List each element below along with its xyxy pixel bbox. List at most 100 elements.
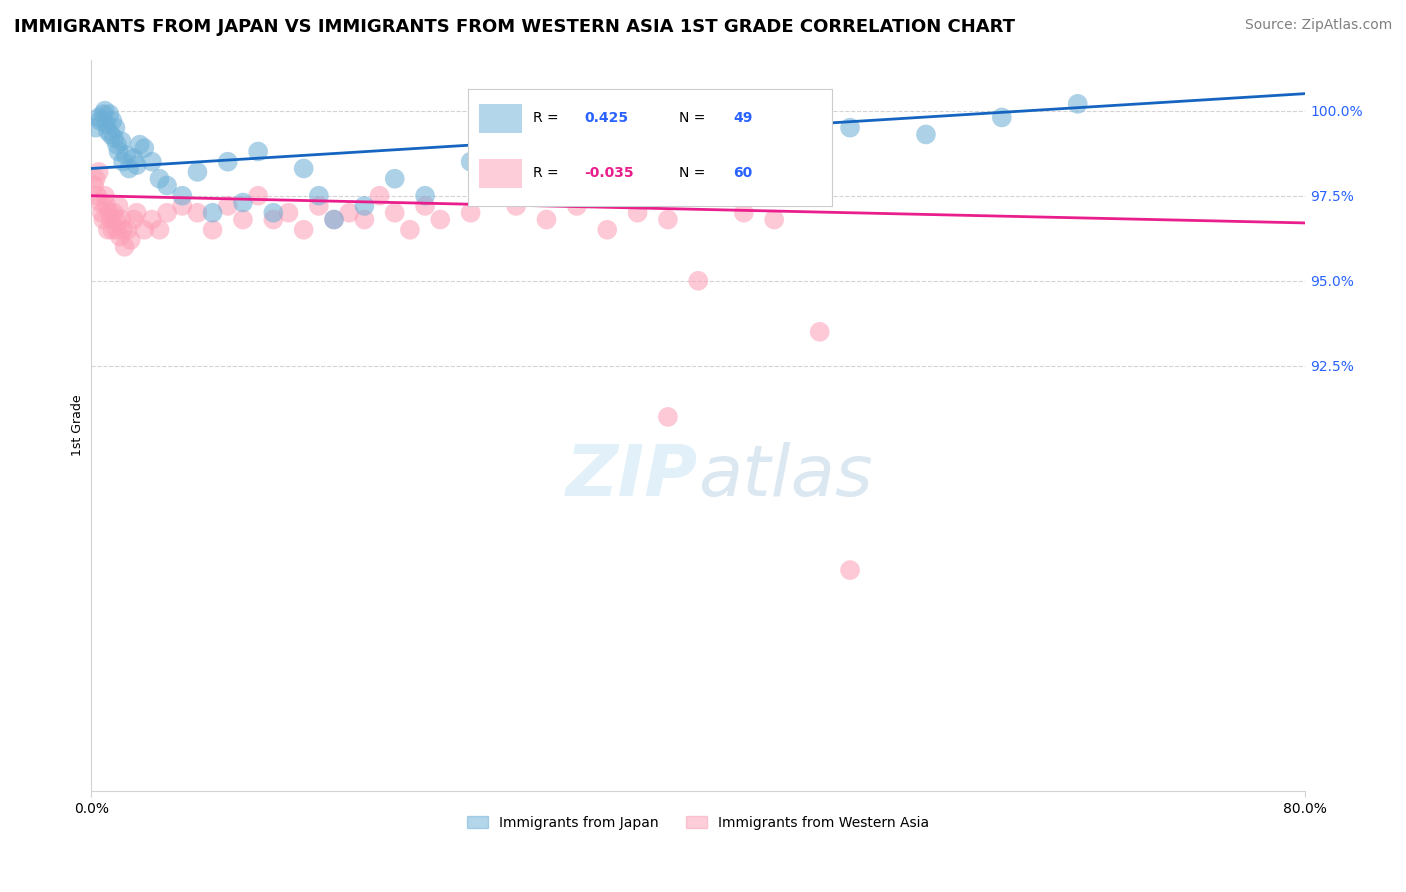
Point	[808, 325, 831, 339]
Point	[657, 212, 679, 227]
Point	[87, 111, 110, 125]
Point	[84, 120, 107, 135]
Point	[112, 154, 135, 169]
Point	[308, 199, 330, 213]
Point	[148, 171, 170, 186]
Point	[104, 120, 127, 135]
Point	[1067, 96, 1090, 111]
Point	[117, 223, 139, 237]
Point	[323, 212, 346, 227]
Point	[565, 199, 588, 213]
Point	[201, 205, 224, 219]
Point	[688, 274, 710, 288]
Point	[323, 212, 346, 227]
Y-axis label: 1st Grade: 1st Grade	[72, 394, 84, 456]
Point	[104, 212, 127, 227]
Text: IMMIGRANTS FROM JAPAN VS IMMIGRANTS FROM WESTERN ASIA 1ST GRADE CORRELATION CHAR: IMMIGRANTS FROM JAPAN VS IMMIGRANTS FROM…	[14, 18, 1015, 36]
Point	[399, 223, 422, 237]
Point	[217, 199, 239, 213]
Text: atlas: atlas	[699, 442, 873, 511]
Point	[991, 111, 1014, 125]
Point	[125, 158, 148, 172]
Point	[122, 212, 145, 227]
Point	[460, 154, 482, 169]
Point	[94, 188, 117, 202]
Point	[141, 154, 163, 169]
Point	[114, 240, 136, 254]
Point	[460, 205, 482, 219]
Point	[101, 223, 124, 237]
Point	[915, 128, 938, 142]
Point	[413, 199, 436, 213]
Point	[107, 199, 129, 213]
Point	[232, 212, 254, 227]
Point	[763, 137, 786, 152]
Point	[118, 161, 141, 176]
Point	[110, 134, 132, 148]
Point	[89, 195, 111, 210]
Point	[688, 131, 710, 145]
Point	[657, 154, 679, 169]
Point	[103, 205, 125, 219]
Point	[87, 165, 110, 179]
Point	[763, 212, 786, 227]
Point	[172, 188, 194, 202]
Point	[125, 205, 148, 219]
Point	[98, 107, 121, 121]
Point	[217, 154, 239, 169]
Point	[839, 563, 862, 577]
Point	[337, 205, 360, 219]
Point	[128, 137, 150, 152]
Point	[247, 188, 270, 202]
Point	[84, 171, 107, 186]
Point	[277, 205, 299, 219]
Point	[536, 171, 558, 186]
Point	[384, 171, 406, 186]
Point	[141, 212, 163, 227]
Point	[612, 137, 634, 152]
Point	[96, 117, 118, 131]
Point	[110, 212, 132, 227]
Point	[429, 212, 451, 227]
Point	[247, 145, 270, 159]
Point	[134, 141, 156, 155]
Point	[384, 205, 406, 219]
Point	[536, 212, 558, 227]
Point	[413, 188, 436, 202]
Point	[89, 113, 111, 128]
Point	[156, 178, 179, 193]
Point	[262, 205, 284, 219]
Point	[201, 223, 224, 237]
Point	[232, 195, 254, 210]
Point	[91, 107, 114, 121]
Point	[262, 212, 284, 227]
Point	[91, 212, 114, 227]
Text: Source: ZipAtlas.com: Source: ZipAtlas.com	[1244, 18, 1392, 32]
Point	[94, 103, 117, 118]
Point	[186, 165, 208, 179]
Point	[107, 145, 129, 159]
Point	[148, 223, 170, 237]
Point	[105, 137, 128, 152]
Point	[657, 409, 679, 424]
Point	[100, 128, 122, 142]
Point	[733, 205, 755, 219]
Point	[122, 151, 145, 165]
Point	[186, 205, 208, 219]
Point	[96, 199, 118, 213]
Point	[108, 229, 131, 244]
Point	[90, 205, 112, 219]
Point	[353, 212, 375, 227]
Point	[505, 199, 527, 213]
Point	[101, 113, 124, 128]
Point	[505, 178, 527, 193]
Point	[120, 233, 142, 247]
Point	[112, 223, 135, 237]
Point	[368, 188, 391, 202]
Point	[105, 223, 128, 237]
Point	[292, 223, 315, 237]
Point	[103, 131, 125, 145]
Point	[100, 212, 122, 227]
Text: ZIP: ZIP	[567, 442, 699, 511]
Point	[292, 161, 315, 176]
